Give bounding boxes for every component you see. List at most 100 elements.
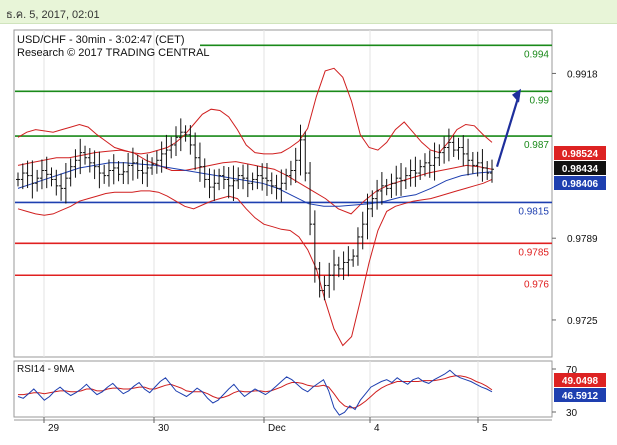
price-bar [39, 159, 44, 190]
price-tag-label: 0.98524 [562, 149, 599, 160]
bollinger-upper-band [17, 67, 493, 155]
price-bar [322, 275, 327, 301]
level-label: 0.99 [530, 95, 550, 106]
price-bar [231, 165, 236, 202]
price-bar [116, 161, 121, 182]
price-bar [178, 118, 183, 152]
price-bar [106, 159, 111, 187]
price-tag-box [554, 176, 606, 190]
price-bar [389, 173, 394, 199]
price-bar [241, 164, 246, 190]
price-bar [279, 169, 284, 203]
rsi-plot-area [13, 360, 553, 418]
level-label: 0.987 [524, 140, 549, 151]
price-bar [422, 153, 427, 177]
price-bar [44, 156, 49, 189]
price-bar [384, 178, 389, 196]
price-bar [413, 156, 418, 187]
price-bar [92, 150, 97, 180]
price-bar [87, 148, 92, 173]
rsi-value-tag-label: 46.5912 [562, 391, 599, 402]
main-plot-area [13, 29, 553, 358]
price-bar [408, 159, 413, 187]
header-bar: ธ.ค. 5, 2017, 02:01 [0, 0, 617, 24]
x-tick-label: 5 [482, 423, 488, 434]
price-bar [399, 162, 404, 196]
price-bar [293, 147, 298, 183]
price-bar [54, 169, 59, 196]
price-bar [456, 137, 461, 160]
level-label: 0.994 [524, 49, 549, 60]
price-bar [221, 165, 226, 190]
price-bar [446, 128, 451, 162]
price-bar [284, 168, 289, 191]
rsi-line [17, 369, 493, 416]
rsi-y-tick-label: 30 [566, 408, 578, 419]
rsi-value-tag-box [554, 373, 606, 387]
chart-subtitle: Research © 2017 TRADING CENTRAL [17, 47, 210, 59]
price-bar [236, 167, 241, 190]
level-label: 0.9815 [518, 206, 549, 217]
price-bar [126, 152, 131, 185]
price-bar [16, 172, 20, 187]
price-bar [437, 144, 442, 167]
price-bar [312, 210, 317, 283]
price-bar [145, 154, 150, 187]
price-bar [418, 159, 423, 180]
price-tag-box [554, 161, 606, 175]
price-bar [480, 149, 485, 182]
price-bar [360, 211, 365, 250]
rsi-title: RSI14 - 9MA [17, 364, 75, 375]
price-bar [35, 169, 40, 192]
x-tick-label: 30 [158, 423, 170, 434]
price-bar [83, 145, 88, 165]
price-bar [97, 151, 102, 189]
price-bar [154, 150, 159, 174]
price-bar [461, 135, 466, 167]
price-tag-label: 0.98434 [562, 164, 599, 175]
price-bar [245, 164, 250, 198]
price-bar [427, 150, 432, 178]
price-bar [379, 172, 384, 205]
price-bar [159, 141, 164, 173]
rsi-value-tag-box [554, 388, 606, 402]
price-bar [20, 163, 25, 190]
price-bar [351, 249, 356, 267]
chart-title: USD/CHF - 30min - 3:02:47 (CET) [17, 34, 184, 46]
price-bar [226, 167, 231, 199]
projection-arrow-line [495, 94, 521, 167]
price-bar [475, 151, 480, 177]
price-bar [150, 157, 155, 175]
price-bar [183, 125, 188, 142]
moving-average-blue [17, 162, 493, 207]
price-bar [336, 256, 341, 278]
price-bar [260, 163, 265, 191]
bollinger-lower-band [17, 178, 493, 347]
price-bar [370, 190, 375, 218]
price-bar [332, 249, 336, 291]
price-bar [288, 160, 293, 186]
price-bar [264, 162, 269, 196]
price-bar [164, 134, 169, 170]
price-bar [59, 173, 64, 201]
price-bar [432, 142, 437, 181]
price-bar [255, 165, 260, 190]
price-bar [30, 160, 35, 199]
price-bar [490, 159, 494, 183]
price-bar [135, 154, 140, 179]
x-tick-label: 4 [374, 423, 380, 434]
price-bar [250, 172, 255, 191]
price-bar [63, 162, 68, 204]
moving-average-red [17, 149, 493, 215]
price-bar [193, 132, 198, 171]
price-bar [174, 126, 178, 156]
rsi-y-tick-label: 70 [566, 365, 578, 376]
price-bar [303, 131, 308, 182]
price-tag-label: 0.98406 [562, 179, 599, 190]
price-bar [274, 174, 279, 200]
price-bar [111, 154, 116, 185]
price-bar [49, 167, 54, 187]
y-tick-label: 0.9725 [567, 316, 598, 327]
price-bar [197, 142, 202, 182]
